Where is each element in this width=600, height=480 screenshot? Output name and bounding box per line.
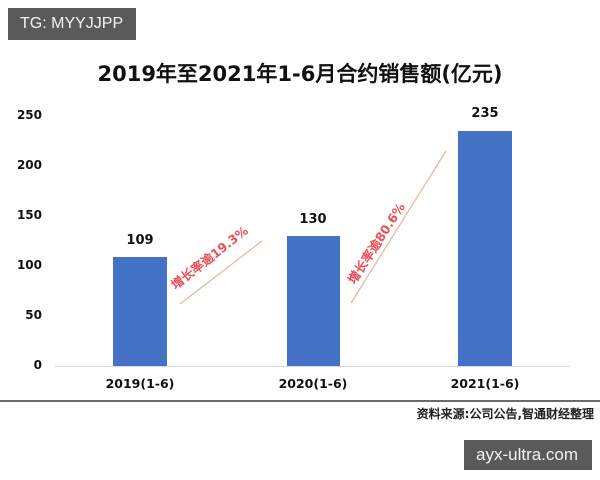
source-note: 资料来源:公司公告,智通财经整理 xyxy=(416,407,594,421)
value-label-2019: 109 xyxy=(126,233,154,248)
value-label-2021: 235 xyxy=(471,106,499,121)
growth-annotation-2020-2021: 增长率逾80.6% xyxy=(344,199,409,287)
y-tick-50: 50 xyxy=(25,308,42,322)
y-tick-250: 250 xyxy=(16,108,42,122)
y-tick-200: 200 xyxy=(16,158,42,172)
x-label-2020: 2020(1-6) xyxy=(278,376,348,391)
x-label-2021: 2021(1-6) xyxy=(450,376,520,391)
chart-title: 2019年至2021年1-6月合约销售额(亿元) xyxy=(97,62,503,86)
bar-2019 xyxy=(113,257,167,366)
footer-divider xyxy=(0,400,600,402)
bar-2021 xyxy=(458,131,512,366)
x-axis-baseline xyxy=(55,366,570,367)
y-tick-150: 150 xyxy=(16,208,42,222)
growth-annotation-2019-2020: 增长率逾19.3% xyxy=(168,222,251,293)
bar-2020 xyxy=(287,236,340,366)
y-tick-0: 0 xyxy=(33,358,42,372)
watermark-tag-bottom-right: ayx-ultra.com xyxy=(464,440,592,470)
watermark-tag-top-left: TG: MYYJJPP xyxy=(8,8,136,40)
y-tick-100: 100 xyxy=(16,258,42,272)
x-label-2019: 2019(1-6) xyxy=(105,376,175,391)
value-label-2020: 130 xyxy=(299,212,327,227)
